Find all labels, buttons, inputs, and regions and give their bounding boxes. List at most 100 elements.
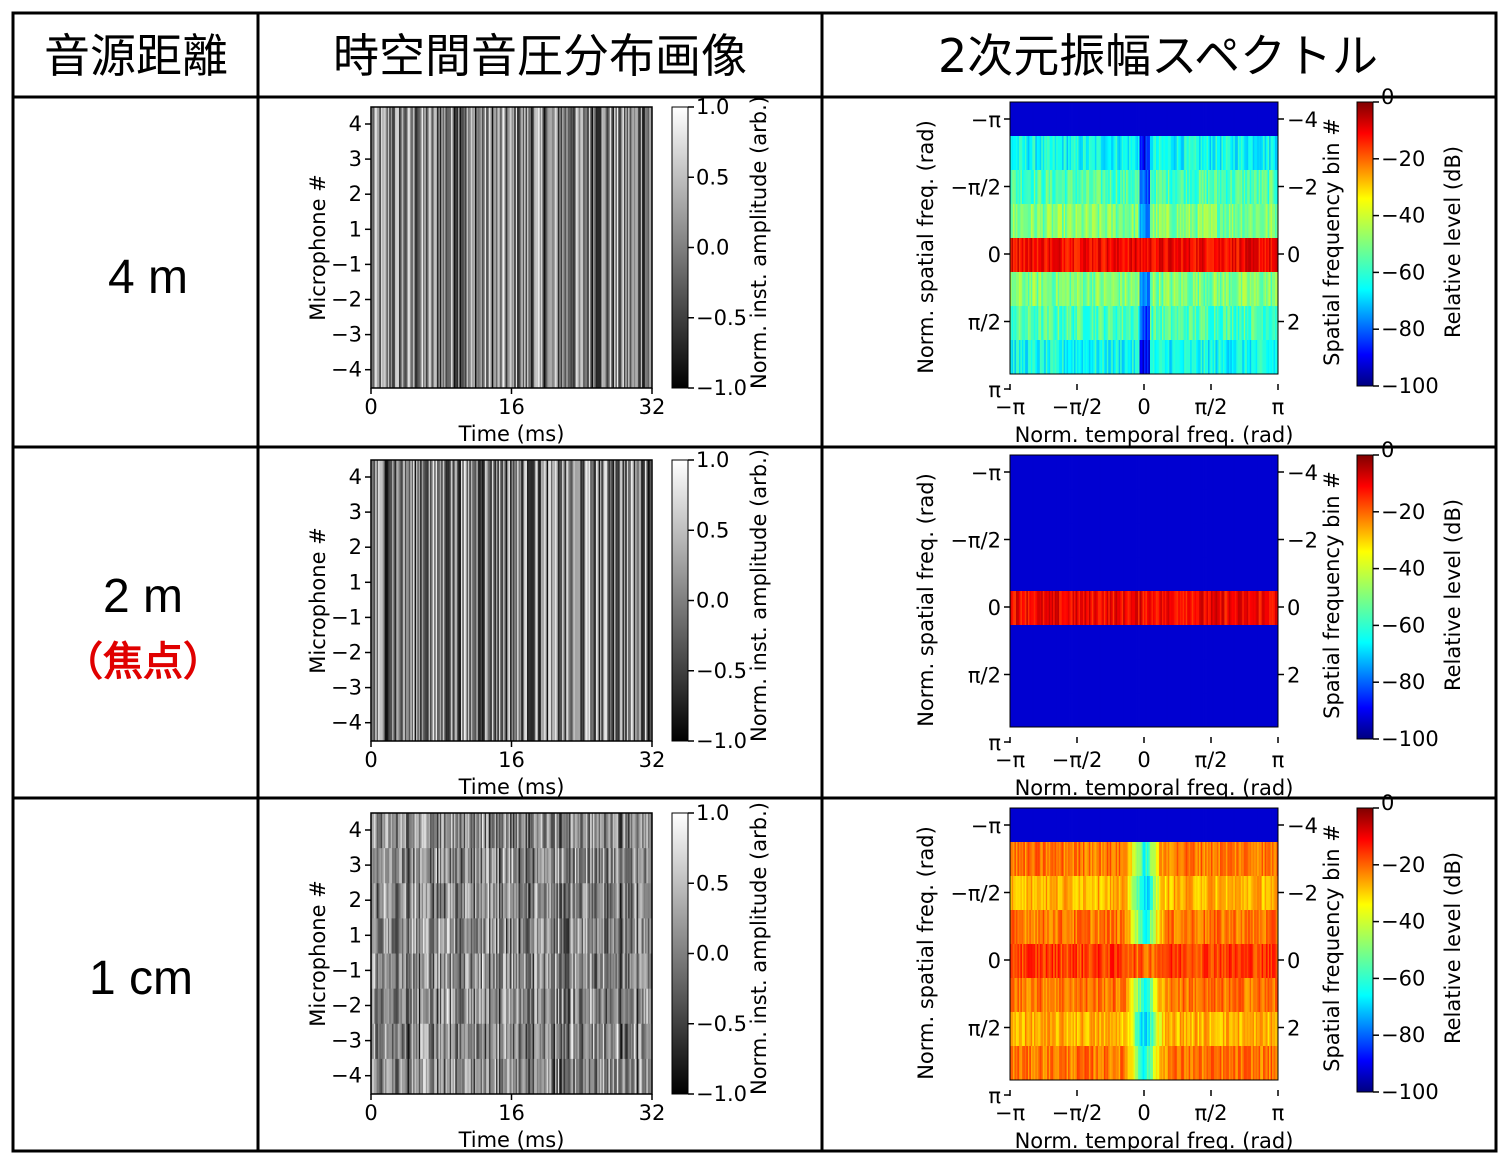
- spectrum-cell: [1062, 102, 1064, 137]
- pressure-cell: [545, 883, 548, 919]
- pressure-cell: [463, 1058, 466, 1095]
- spectrum-cell: [1044, 306, 1047, 341]
- pressure-column: [609, 107, 612, 388]
- pressure-cell: [376, 1058, 379, 1095]
- spectrum-cell: [1106, 659, 1109, 694]
- pressure-column: [578, 107, 581, 388]
- pressure-cell: [614, 848, 616, 884]
- pressure-cell: [451, 1023, 453, 1060]
- spectrum-cell: [1213, 170, 1216, 205]
- spectrum-cell: [1060, 170, 1063, 205]
- pressure-cell: [524, 848, 526, 884]
- pressure-cell: [542, 918, 545, 954]
- pressure-cell: [425, 1023, 428, 1060]
- spectrum-cell: [1276, 306, 1279, 341]
- spectrum-cell: [1249, 523, 1252, 558]
- spectrum-cell: [1048, 170, 1051, 205]
- spectrum-cell: [1246, 455, 1249, 490]
- spectrum-cell: [1215, 272, 1218, 307]
- pressure-column: [382, 107, 385, 388]
- spectrum-cell: [1060, 340, 1063, 375]
- spectrum-cell: [1261, 659, 1264, 694]
- spectrum-cell: [1078, 340, 1081, 375]
- spectrum-cell: [1224, 523, 1227, 558]
- pressure-cell: [512, 1023, 515, 1060]
- pressure-cell: [477, 1023, 480, 1060]
- spectrum-cell: [1246, 489, 1249, 524]
- spectrum-cell: [1097, 306, 1100, 341]
- pressure-cell: [496, 813, 498, 849]
- spectrum-cell: [1167, 523, 1170, 558]
- pressure-cell: [618, 953, 621, 990]
- spectrum-cell: [1133, 170, 1136, 205]
- spectrum-cell: [1254, 591, 1257, 626]
- spectrum-cell: [1015, 557, 1018, 592]
- pressure-cell: [585, 848, 588, 884]
- spectrum-cell: [1208, 523, 1210, 558]
- pressure-column: [441, 107, 444, 388]
- spectrum-cell: [1135, 591, 1137, 626]
- pressure-cell: [386, 1023, 389, 1060]
- spectrum-cell: [1133, 523, 1136, 558]
- spectrum-cell: [1020, 557, 1023, 592]
- spectrum-cell: [1056, 136, 1059, 171]
- spectrum-cell: [1269, 625, 1271, 660]
- spectrum-cell: [1053, 238, 1056, 273]
- spectrum-cell: [1142, 204, 1145, 239]
- spectrum-cell: [1261, 489, 1264, 524]
- pressure-cell: [473, 953, 476, 990]
- spectrum-cell: [1194, 625, 1197, 660]
- spectrum-cell: [1158, 523, 1161, 558]
- spectrum-cell: [1051, 204, 1054, 239]
- spectrum-cell: [1240, 523, 1243, 558]
- pressure-cell: [549, 918, 552, 954]
- spectrum-cell: [1060, 238, 1063, 273]
- spectrum-cell: [1252, 272, 1255, 307]
- spectrum-cell: [1218, 136, 1221, 171]
- spectrum-cell: [1024, 272, 1027, 307]
- pressure-cell: [616, 813, 619, 849]
- spectrum-cell: [1042, 693, 1045, 728]
- spectrum-cell: [1071, 170, 1073, 205]
- spectrum-cell: [1158, 306, 1161, 341]
- spectrum-cell: [1038, 136, 1041, 171]
- spectrum-cell: [1197, 272, 1200, 307]
- spectrum-cell: [1146, 523, 1149, 558]
- pressure-cell: [630, 918, 633, 954]
- spectrum-cell: [1011, 625, 1014, 660]
- pressure-cell: [571, 1058, 574, 1095]
- pressure-cell: [435, 1023, 438, 1060]
- colorbar-tick-label: −1.0: [696, 729, 747, 753]
- pressure-cell: [497, 1023, 500, 1060]
- pressure-cell: [487, 883, 490, 919]
- spectrum-cell: [1124, 557, 1127, 592]
- spectrum-cell: [1196, 102, 1198, 137]
- pressure-cell: [437, 1023, 439, 1060]
- pressure-cell: [614, 918, 616, 954]
- spectrum-cell: [1145, 523, 1148, 558]
- pressure-cell: [604, 813, 607, 849]
- spectrum-cell: [1208, 693, 1210, 728]
- spectrum-cell: [1260, 455, 1263, 490]
- spectrum-cell: [1069, 591, 1072, 626]
- spectrum-cell: [1103, 625, 1106, 660]
- pressure-cell: [427, 1023, 430, 1060]
- pressure-cell: [553, 1023, 556, 1060]
- spectrum-cell: [1218, 625, 1221, 660]
- spectrum-cell: [1222, 693, 1225, 728]
- pressure-column: [397, 107, 400, 388]
- spectrum-cell: [1267, 306, 1270, 341]
- spectrum-cell: [1099, 306, 1102, 341]
- spectrum-cell: [1081, 693, 1084, 728]
- spectrum-cell: [1130, 170, 1133, 205]
- pressure-cell: [570, 813, 573, 849]
- pressure-cell: [458, 1023, 460, 1060]
- pressure-cell: [458, 953, 460, 990]
- pressure-cell: [542, 988, 545, 1025]
- spectrum-cell: [1148, 306, 1151, 341]
- spectrum-cell: [1090, 523, 1093, 558]
- pressure-cell: [446, 883, 449, 919]
- pressure-cell: [607, 883, 609, 919]
- spectrum-cell: [1151, 272, 1154, 307]
- spectrum-cell: [1221, 557, 1224, 592]
